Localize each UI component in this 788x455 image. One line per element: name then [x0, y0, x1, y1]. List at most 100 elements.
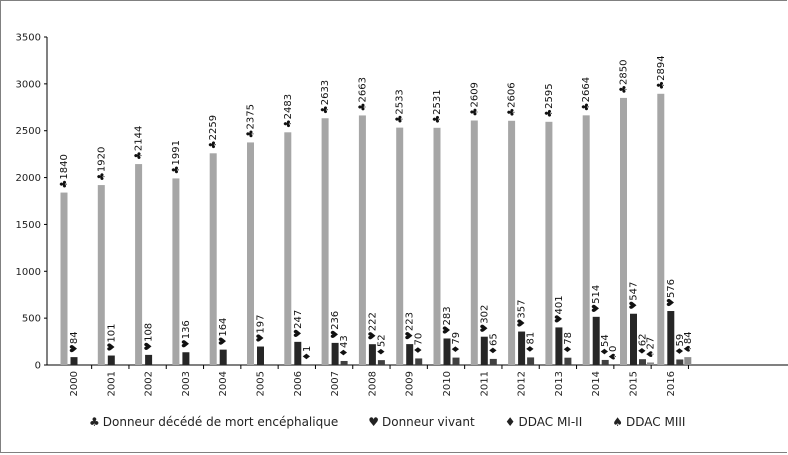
legend-symbol-icon: ♣	[89, 415, 100, 429]
data-label: ♥197	[256, 314, 267, 342]
data-label: ♦65	[488, 333, 499, 355]
bar	[415, 358, 422, 365]
x-tick-label: 2008	[367, 371, 378, 396]
bar	[98, 185, 105, 365]
data-label: ♣2375	[246, 104, 257, 138]
bar	[108, 356, 115, 365]
bar	[453, 358, 460, 365]
bar	[434, 128, 441, 365]
bar	[481, 337, 488, 365]
x-tick-label: 2006	[293, 371, 304, 396]
y-tick-label: 1000	[16, 267, 41, 278]
data-label: ♣2663	[357, 77, 368, 111]
x-tick-label: 2007	[330, 371, 341, 396]
x-tick-label: 2000	[69, 371, 80, 396]
data-label: ♣1920	[96, 147, 107, 181]
x-tick-label: 2014	[591, 371, 602, 396]
data-label: ♣1991	[171, 140, 182, 174]
data-label: ♥247	[293, 310, 304, 338]
y-tick-label: 2500	[16, 126, 41, 137]
bar	[647, 362, 654, 365]
bar	[257, 347, 264, 365]
data-label: ♣2664	[581, 77, 592, 111]
bar	[61, 193, 68, 365]
data-label: ♣1840	[59, 154, 70, 188]
data-label: ♠84	[683, 331, 694, 353]
y-tick-label: 2000	[16, 173, 41, 184]
x-tick-label: 2001	[106, 371, 117, 396]
data-label: ♦79	[451, 332, 462, 354]
data-label: ♣2483	[283, 94, 294, 128]
bar	[527, 357, 534, 365]
bar	[220, 350, 227, 365]
bar	[359, 115, 366, 365]
bar	[545, 122, 552, 365]
data-label: ♥164	[218, 318, 229, 346]
bar	[583, 115, 590, 365]
bar	[564, 358, 571, 365]
x-tick-label: 2011	[479, 371, 490, 396]
bar	[684, 357, 691, 365]
x-tick-label: 2003	[181, 371, 192, 396]
bar	[247, 142, 254, 365]
y-tick-label: 1500	[16, 220, 41, 231]
data-label: ♥302	[479, 305, 490, 333]
data-label: ♣2633	[320, 80, 331, 114]
data-label: ♠27	[646, 337, 657, 359]
bar	[284, 132, 291, 365]
bar	[639, 359, 646, 365]
bar	[444, 338, 451, 365]
y-tick-label: 0	[35, 361, 41, 372]
bar	[332, 343, 339, 365]
data-label: ♣2144	[134, 126, 145, 160]
data-label: ♦43	[339, 335, 350, 357]
legend-item: ♠DDAC MIII	[612, 415, 685, 429]
data-label: ♥401	[554, 295, 565, 323]
x-tick-label: 2004	[218, 371, 229, 396]
bar	[657, 94, 664, 365]
x-tick-label: 2013	[554, 371, 565, 396]
bar	[294, 342, 301, 365]
bar	[471, 120, 478, 365]
bar	[406, 344, 413, 365]
y-tick-label: 500	[22, 314, 41, 325]
legend-item: ♦DDAC MI-II	[505, 415, 583, 429]
legend-label: Donneur décédé de mort encéphalique	[103, 415, 338, 429]
bar	[378, 360, 385, 365]
data-label: ♦1	[302, 346, 313, 361]
data-label: ♥101	[106, 323, 117, 351]
legend-item: ♥Donneur vivant	[368, 415, 475, 429]
bar	[490, 359, 497, 365]
bar	[341, 361, 348, 365]
data-label: ♣2850	[619, 59, 630, 93]
data-label: ♥547	[629, 282, 640, 310]
data-label: ♥514	[591, 285, 602, 313]
x-tick-label: 2009	[405, 371, 416, 396]
data-label: ♦70	[414, 333, 425, 355]
data-label: ♦78	[563, 332, 574, 354]
bar	[145, 355, 152, 365]
data-label: ♣2259	[208, 115, 219, 149]
legend-label: DDAC MIII	[626, 415, 685, 429]
data-label: ♥283	[442, 306, 453, 334]
bar	[620, 98, 627, 365]
x-tick-label: 2016	[666, 371, 677, 396]
bar	[322, 118, 329, 365]
bar	[369, 344, 376, 365]
data-label: ♠0	[608, 346, 619, 361]
data-label: ♣2533	[395, 89, 406, 123]
x-tick-label: 2010	[442, 371, 453, 396]
data-label: ♣2609	[469, 82, 480, 116]
bar	[593, 317, 600, 365]
bar	[667, 311, 674, 365]
data-label: ♣2894	[656, 55, 667, 89]
bar	[676, 359, 683, 365]
legend-symbol-icon: ♥	[368, 415, 379, 429]
x-tick-label: 2005	[256, 371, 267, 396]
legend-symbol-icon: ♠	[612, 415, 623, 429]
y-tick-label: 3500	[16, 33, 41, 44]
bar	[182, 352, 189, 365]
bar	[555, 327, 562, 365]
x-tick-label: 2012	[517, 371, 528, 396]
